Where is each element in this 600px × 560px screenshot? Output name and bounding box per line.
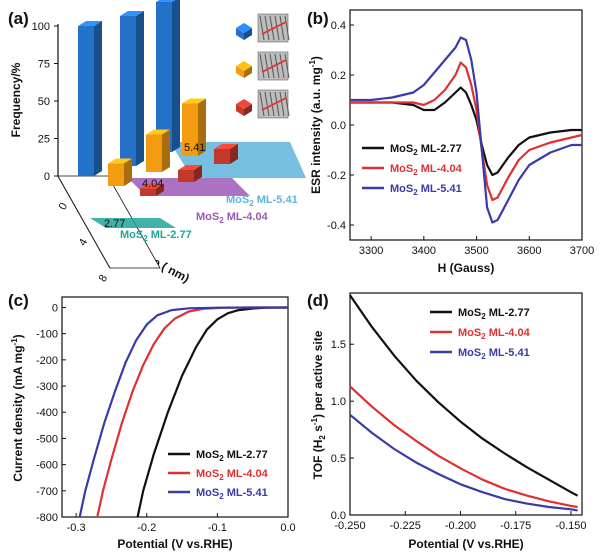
a-bar [156,0,180,152]
a-bar [214,144,238,164]
a-bar [178,165,202,182]
ytick-label: -800 [36,512,58,524]
panel-b: (b) ESR intensity (a.u. mg-1) H (Gauss) … [307,9,594,275]
panel-c: (c) Current density (mA mg-1) Potential … [8,291,296,551]
panel-c-frame [61,296,289,518]
panel-d-ylabel: TOF (H2 s-1) per active site [310,330,327,479]
ytick-label: 1.0 [331,396,346,408]
legend-label: MoS2 ML-5.41 [390,183,462,197]
ytick-label: -600 [36,460,58,472]
ytick-label: -300 [36,381,58,393]
xtick-label: -0.150 [555,520,586,532]
panel-d-xlabel: Potential (V vs.RHE) [408,537,523,551]
a-xtick-label: 4 [77,237,90,248]
a-category-label: MoS2 ML-4.04 [196,211,269,225]
legend-label: MoS2 ML-4.04 [458,327,531,341]
xtick-label: 3300 [359,245,383,257]
ytick-label: 0.0 [331,120,346,132]
series-line-3 [349,413,578,512]
legend-label: MoS2 ML-4.04 [390,163,463,177]
a-legend-cube-icon [236,99,252,116]
panel-d: (d) TOF (H2 s-1) per active site Potenti… [307,291,587,551]
ytick-label: 0.4 [331,20,346,32]
ytick-label: -400 [36,407,58,419]
a-legend-micrograph-icon [257,51,290,81]
a-category-value: 2.77 [104,218,125,230]
a-legend-micrograph-icon [257,13,290,43]
a-xtick-label: 0 [57,201,70,212]
a-xtick-label: 8 [97,273,110,284]
xtick-label: -0.1 [208,522,227,534]
a-ytick-label: 25 [38,134,50,146]
panel-a: (a) Frequency/% Average size ( nm) 02550… [8,0,306,285]
series-line-2 [350,61,583,202]
series-line-3 [78,306,288,518]
series-line-1 [349,294,579,497]
xtick-label: -0.175 [500,520,531,532]
a-category-label: MoS2 ML-2.77 [120,229,192,243]
xtick-label: 3400 [412,245,436,257]
a-legend-micrograph-icon [257,89,290,119]
legend-label: MoS2 ML-2.77 [196,449,268,463]
ytick-label: 0.2 [331,70,346,82]
ytick-label: -200 [36,355,58,367]
series-line-1 [136,306,289,518]
xtick-label: 3700 [570,245,594,257]
a-bar [108,158,132,186]
panel-c-label: (c) [8,291,29,310]
series-line-2 [96,306,288,518]
xtick-label: -0.225 [390,520,421,532]
legend-label: MoS2 ML-5.41 [196,487,268,501]
ytick-label: -0.4 [327,220,346,232]
a-bar [146,129,170,172]
legend-label: MoS2 ML-2.77 [390,143,462,157]
a-ytick-label: 75 [38,59,50,71]
a-bar [140,183,164,196]
a-category-value: 4.04 [142,178,163,190]
a-ytick-label: 100 [32,21,50,33]
ytick-label: -0.2 [327,170,346,182]
ytick-label: -100 [36,329,58,341]
xtick-label: 3500 [464,245,488,257]
ytick-label: -500 [36,433,58,445]
a-legend-cube-icon [236,61,252,78]
a-ytick-label: 50 [38,96,50,108]
legend-label: MoS2 ML-4.04 [196,468,269,482]
ytick-label: 0.0 [331,510,346,522]
a-bar [182,98,206,156]
panel-c-xlabel: Potential (V vs.RHE) [117,537,232,551]
series-line-3 [350,36,582,224]
xtick-label: -0.2 [137,522,156,534]
panel-b-label: (b) [307,9,329,28]
panel-d-frame [349,292,583,516]
panel-d-label: (d) [307,291,329,310]
panel-b-xlabel: H (Gauss) [438,261,495,275]
a-bar [78,21,102,176]
ytick-label: 1.5 [331,339,346,351]
legend-label: MoS2 ML-2.77 [458,307,530,321]
series-line-2 [349,385,578,509]
a-ytick-label: 0 [44,171,50,183]
panel-b-frame [349,9,583,241]
a-category-value: 5.41 [184,142,205,154]
panel-c-ylabel: Current density (mA mg-1) [10,334,25,481]
xtick-label: -0.3 [67,522,86,534]
xtick-label: -0.200 [445,520,476,532]
a-bar [120,11,144,166]
ytick-label: 0 [52,302,58,314]
legend-label: MoS2 ML-5.41 [458,347,530,361]
panel-b-ylabel: ESR intensity (a.u. mg-1) [308,56,323,194]
panel-a-ylabel: Frequency/% [9,62,23,137]
a-legend-cube-icon [236,23,252,40]
xtick-label: 0.0 [280,522,295,534]
ytick-label: -700 [36,486,58,498]
xtick-label: 3600 [517,245,541,257]
a-category-strip [90,218,176,228]
series-line-1 [350,86,582,177]
a-category-label: MoS2 ML-5.41 [226,194,298,208]
ytick-label: 0.5 [331,453,346,465]
panel-a-label: (a) [8,9,29,28]
xtick-label: -0.250 [334,520,365,532]
